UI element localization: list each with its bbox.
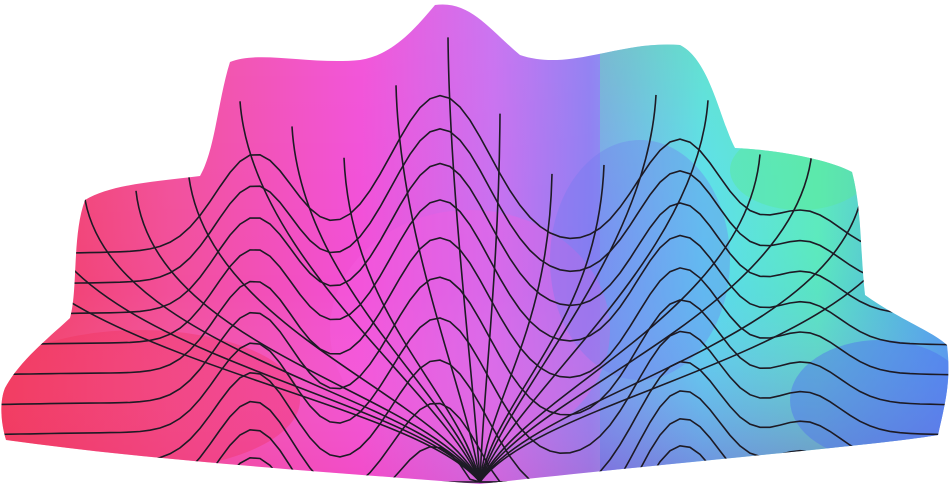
grid-line-vertical xyxy=(479,113,501,483)
grid-line-horizontal xyxy=(1,236,949,379)
grid-line-horizontal xyxy=(1,162,949,316)
grid-line-vertical xyxy=(479,164,605,483)
grid-line-vertical xyxy=(479,154,761,483)
grid-line-vertical xyxy=(479,94,657,483)
grid-line-horizontal xyxy=(1,94,949,256)
grid-line-vertical xyxy=(187,169,481,483)
grid-line-vertical xyxy=(479,151,813,483)
grid-line-horizontal xyxy=(1,276,949,416)
grid-lines xyxy=(1,37,949,483)
grid-line-horizontal xyxy=(1,127,949,286)
grid-line-horizontal xyxy=(1,199,949,346)
grid-line-horizontal xyxy=(1,317,949,455)
grid-line-vertical xyxy=(479,182,865,483)
grid-line-vertical xyxy=(395,85,481,483)
grid-line-vertical xyxy=(83,192,481,483)
grid-line-vertical xyxy=(343,157,481,483)
grid-line-vertical xyxy=(291,126,481,483)
grid-line-vertical xyxy=(447,37,481,483)
grid-line-vertical xyxy=(239,101,481,483)
grid-line-vertical xyxy=(135,190,481,483)
